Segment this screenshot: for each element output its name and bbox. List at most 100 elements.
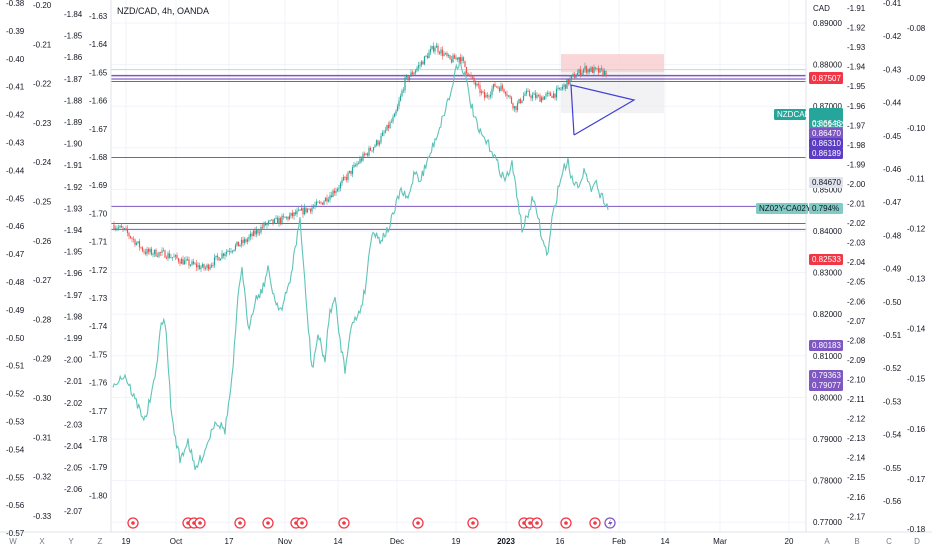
- candle-body: [128, 232, 130, 237]
- candle-body: [164, 250, 166, 258]
- axis-tick-label: -1.67: [89, 125, 108, 134]
- target-zone[interactable]: [561, 71, 664, 114]
- triangle-drawing[interactable]: [570, 84, 636, 136]
- candle-body: [252, 230, 255, 237]
- badge-symbol: [774, 109, 806, 120]
- candle-body: [117, 227, 120, 229]
- candle-body: [233, 249, 235, 251]
- scale-axis-8[interactable]: -0.08 -0.09 -0.10 -0.11 -0.12 -0.13 -0.14 -0.15…: [907, 24, 926, 534]
- axis-tick-label: -1.86: [64, 53, 83, 62]
- candle-body: [576, 72, 579, 77]
- axis-tick-label: -0.24: [33, 158, 52, 167]
- axis-tick-label: -0.47: [883, 198, 902, 207]
- axis-tick-label: -2.06: [847, 297, 866, 306]
- candle-body: [420, 61, 423, 65]
- candle-body: [263, 222, 265, 228]
- candle-body: [555, 88, 558, 98]
- candle-body: [309, 208, 312, 212]
- scale-axis-7[interactable]: -0.41 -0.42 -0.43 -0.44 -0.45 -0.46 -0.47 -0.48…: [883, 0, 902, 506]
- event-markers: [127, 517, 616, 529]
- candle-body: [236, 241, 238, 246]
- candle-body: [218, 257, 220, 261]
- candle-body: [119, 225, 121, 228]
- time-axis[interactable]: 19 Oct 17 Nov 14 Dec 19 2023 16 Feb 14 Mar 20: [122, 537, 794, 546]
- candle-body: [185, 259, 187, 261]
- candle-body: [485, 95, 487, 98]
- scale-toggle-label[interactable]: B: [854, 537, 859, 546]
- price-tick-label: 0.84000: [813, 227, 842, 236]
- candle-body: [521, 100, 523, 103]
- axis-tick-label: -1.97: [847, 121, 866, 130]
- candle-body: [539, 95, 541, 102]
- event-flag-dot: [528, 521, 532, 525]
- scale-toggle-label[interactable]: C: [886, 537, 892, 546]
- event-flag-dot: [564, 521, 568, 525]
- time-tick-label: 20: [785, 537, 794, 546]
- scale-toggle-label[interactable]: Y: [68, 537, 74, 546]
- candle-body: [579, 69, 582, 76]
- compare-line[interactable]: [112, 57, 609, 470]
- candle-body: [398, 100, 400, 107]
- candle-body: [159, 252, 162, 254]
- candle-body: [507, 95, 510, 97]
- candle-body: [588, 69, 591, 72]
- scale-axis-1[interactable]: -0.38 -0.39 -0.40 -0.41 -0.42 -0.43 -0.44 -0.45…: [6, 0, 25, 538]
- axis-tick-label: -0.55: [6, 473, 25, 482]
- candle-body: [285, 217, 288, 218]
- candle-body: [237, 241, 240, 247]
- candle-body: [246, 239, 249, 242]
- axis-tick-label: -0.09: [907, 74, 926, 83]
- scale-toggle-label[interactable]: W: [9, 537, 17, 546]
- scale-toggle-label[interactable]: Z: [98, 537, 103, 546]
- axis-tick-label: -0.43: [6, 139, 25, 148]
- time-tick-label: Mar: [713, 537, 727, 546]
- axis-tick-label: -2.13: [847, 434, 866, 443]
- candle-body: [405, 76, 408, 78]
- candle-body: [440, 49, 442, 54]
- axis-tick-label: -1.64: [89, 40, 108, 49]
- candle-body: [386, 124, 388, 131]
- candle-body: [600, 68, 603, 70]
- badge-level-1: [809, 128, 843, 139]
- price-axis[interactable]: 0.890000.880000.870000.860000.850000.840…: [813, 19, 842, 550]
- axis-tick-label: -0.10: [907, 124, 926, 133]
- candle-body: [167, 253, 169, 259]
- candle-body: [173, 256, 175, 258]
- candle-body: [573, 74, 576, 78]
- axis-tick-label: -1.99: [847, 160, 866, 169]
- candle-body: [195, 263, 198, 268]
- scale-toggle-label[interactable]: X: [39, 537, 45, 546]
- badge-level-2-text: 0.86310: [812, 139, 841, 148]
- scale-axis-6[interactable]: -1.91 -1.92 -1.93 -1.94 -1.95 -1.96 -1.97 -1.98…: [847, 4, 866, 521]
- axis-tick-label: -0.33: [33, 512, 52, 521]
- candle-body: [144, 252, 147, 254]
- candle-body: [530, 95, 532, 99]
- scale-axis-4[interactable]: -1.63 -1.64 -1.65 -1.66 -1.67 -1.68 -1.69 -1.70…: [89, 12, 108, 500]
- candle-body: [509, 95, 511, 98]
- candle-body: [368, 147, 370, 156]
- axis-tick-label: -1.63: [89, 12, 108, 21]
- candle-body: [180, 259, 183, 264]
- candle-body: [249, 233, 252, 237]
- candle-body: [341, 180, 343, 184]
- candle-body: [356, 163, 358, 166]
- candle-body: [264, 222, 267, 226]
- axis-tick-label: -0.08: [907, 24, 926, 33]
- candle-body: [516, 103, 519, 111]
- scale-toggle-label[interactable]: D: [914, 537, 920, 546]
- scale-axis-3[interactable]: -1.84 -1.85 -1.86 -1.87 -1.88 -1.89 -1.90 -1.91…: [64, 10, 83, 516]
- candle-body: [140, 247, 142, 249]
- candle-body: [387, 124, 390, 129]
- candle-body: [482, 91, 484, 93]
- candle-body: [171, 257, 174, 258]
- candle-body: [464, 60, 466, 67]
- axis-tick-label: -0.42: [883, 32, 902, 41]
- badge-zone-bottom: [809, 177, 843, 188]
- scale-axis-2[interactable]: -0.20 -0.21 -0.22 -0.23 -0.24 -0.25 -0.26 -0.27…: [33, 1, 52, 521]
- candle-body: [299, 209, 301, 211]
- candle-body: [242, 239, 244, 243]
- scale-toggle-label[interactable]: A: [824, 537, 830, 546]
- axis-tick-label: -0.54: [883, 431, 902, 440]
- candle-body: [429, 48, 432, 53]
